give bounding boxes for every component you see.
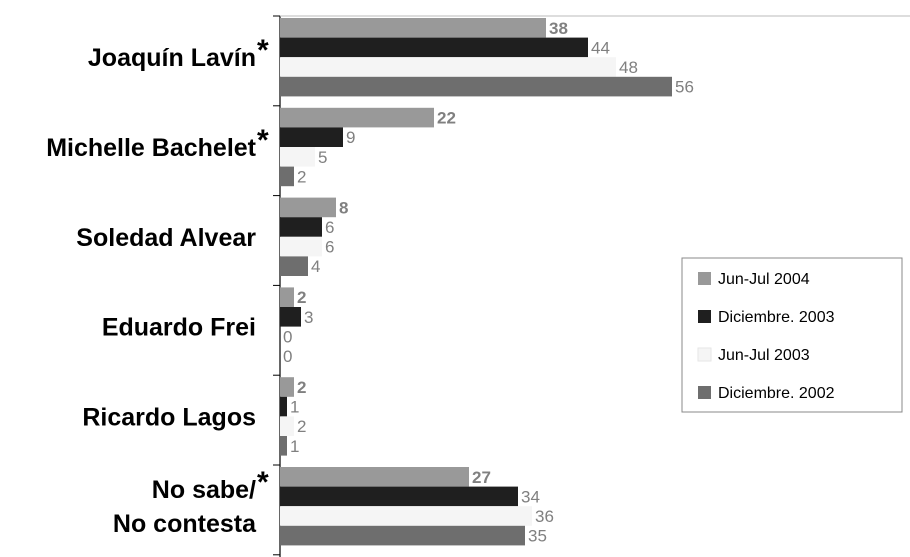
asterisk-mark: * [257,466,269,499]
category-label: No sabe/ [152,476,256,504]
bar [280,506,532,526]
bar [280,166,294,187]
data-label: 2 [297,378,306,397]
bar [280,486,518,507]
data-label: 38 [549,19,568,38]
legend: Jun-Jul 2004 Diciembre. 2003 Jun-Jul 2003 D… [681,257,903,413]
legend-swatch [698,272,711,285]
bar [280,197,336,218]
data-label: 44 [591,38,610,57]
legend-swatch [697,347,712,362]
data-label: 1 [290,398,299,417]
data-label: 0 [283,327,292,346]
bar [280,127,343,147]
data-label: 27 [472,468,491,487]
data-label: 5 [318,148,327,167]
category-label: Ricardo Lagos [82,403,256,431]
legend-label: Jun-Jul 2003 [718,347,810,364]
bar [280,525,525,546]
bar [280,436,287,456]
data-label: 48 [619,58,638,77]
bar [280,18,546,38]
bar [280,307,301,327]
legend-swatch [698,386,711,399]
category-ticks [273,15,280,556]
category-label: Eduardo Frei [102,314,256,342]
data-label: 2 [297,288,306,307]
category-label: Joaquín Lavín [88,44,256,72]
legend-swatch [698,310,711,323]
bar [280,217,322,237]
data-label: 4 [311,257,320,276]
data-label: 0 [283,347,292,366]
bar [280,287,294,307]
data-label: 6 [325,218,334,237]
bar [280,107,434,128]
legend-box [681,257,903,413]
data-label: 1 [290,437,299,456]
data-label: 2 [297,167,306,186]
legend-label: Jun-Jul 2004 [718,271,810,288]
data-label: 2 [297,417,306,436]
bar [280,416,294,436]
bar [280,236,322,257]
bar [280,57,616,77]
data-label: 35 [528,527,547,546]
legend-label: Diciembre. 2002 [718,385,835,402]
bar [280,377,294,397]
bar [280,37,588,58]
asterisk-mark: * [257,34,269,67]
category-labels: Joaquín Lavín *Michelle Bachelet *Soledad … [46,34,269,538]
bar [280,76,672,97]
bars [280,18,672,546]
category-label: Michelle Bachelet [46,134,256,162]
asterisk-mark: * [257,124,269,157]
bar [280,147,315,167]
data-label: 3 [304,308,313,327]
data-label: 6 [325,238,334,257]
data-label: 22 [437,109,456,128]
category-label: Soledad Alvear [76,224,256,252]
data-label: 36 [535,507,554,526]
data-label: 34 [521,487,540,506]
category-label: No contesta [113,510,257,538]
data-label: 9 [346,128,355,147]
legend-label: Diciembre. 2003 [718,309,835,326]
data-label: 8 [339,198,348,217]
data-label: 56 [675,78,694,97]
bar [280,256,308,276]
bar [280,396,287,417]
bar [280,467,469,487]
